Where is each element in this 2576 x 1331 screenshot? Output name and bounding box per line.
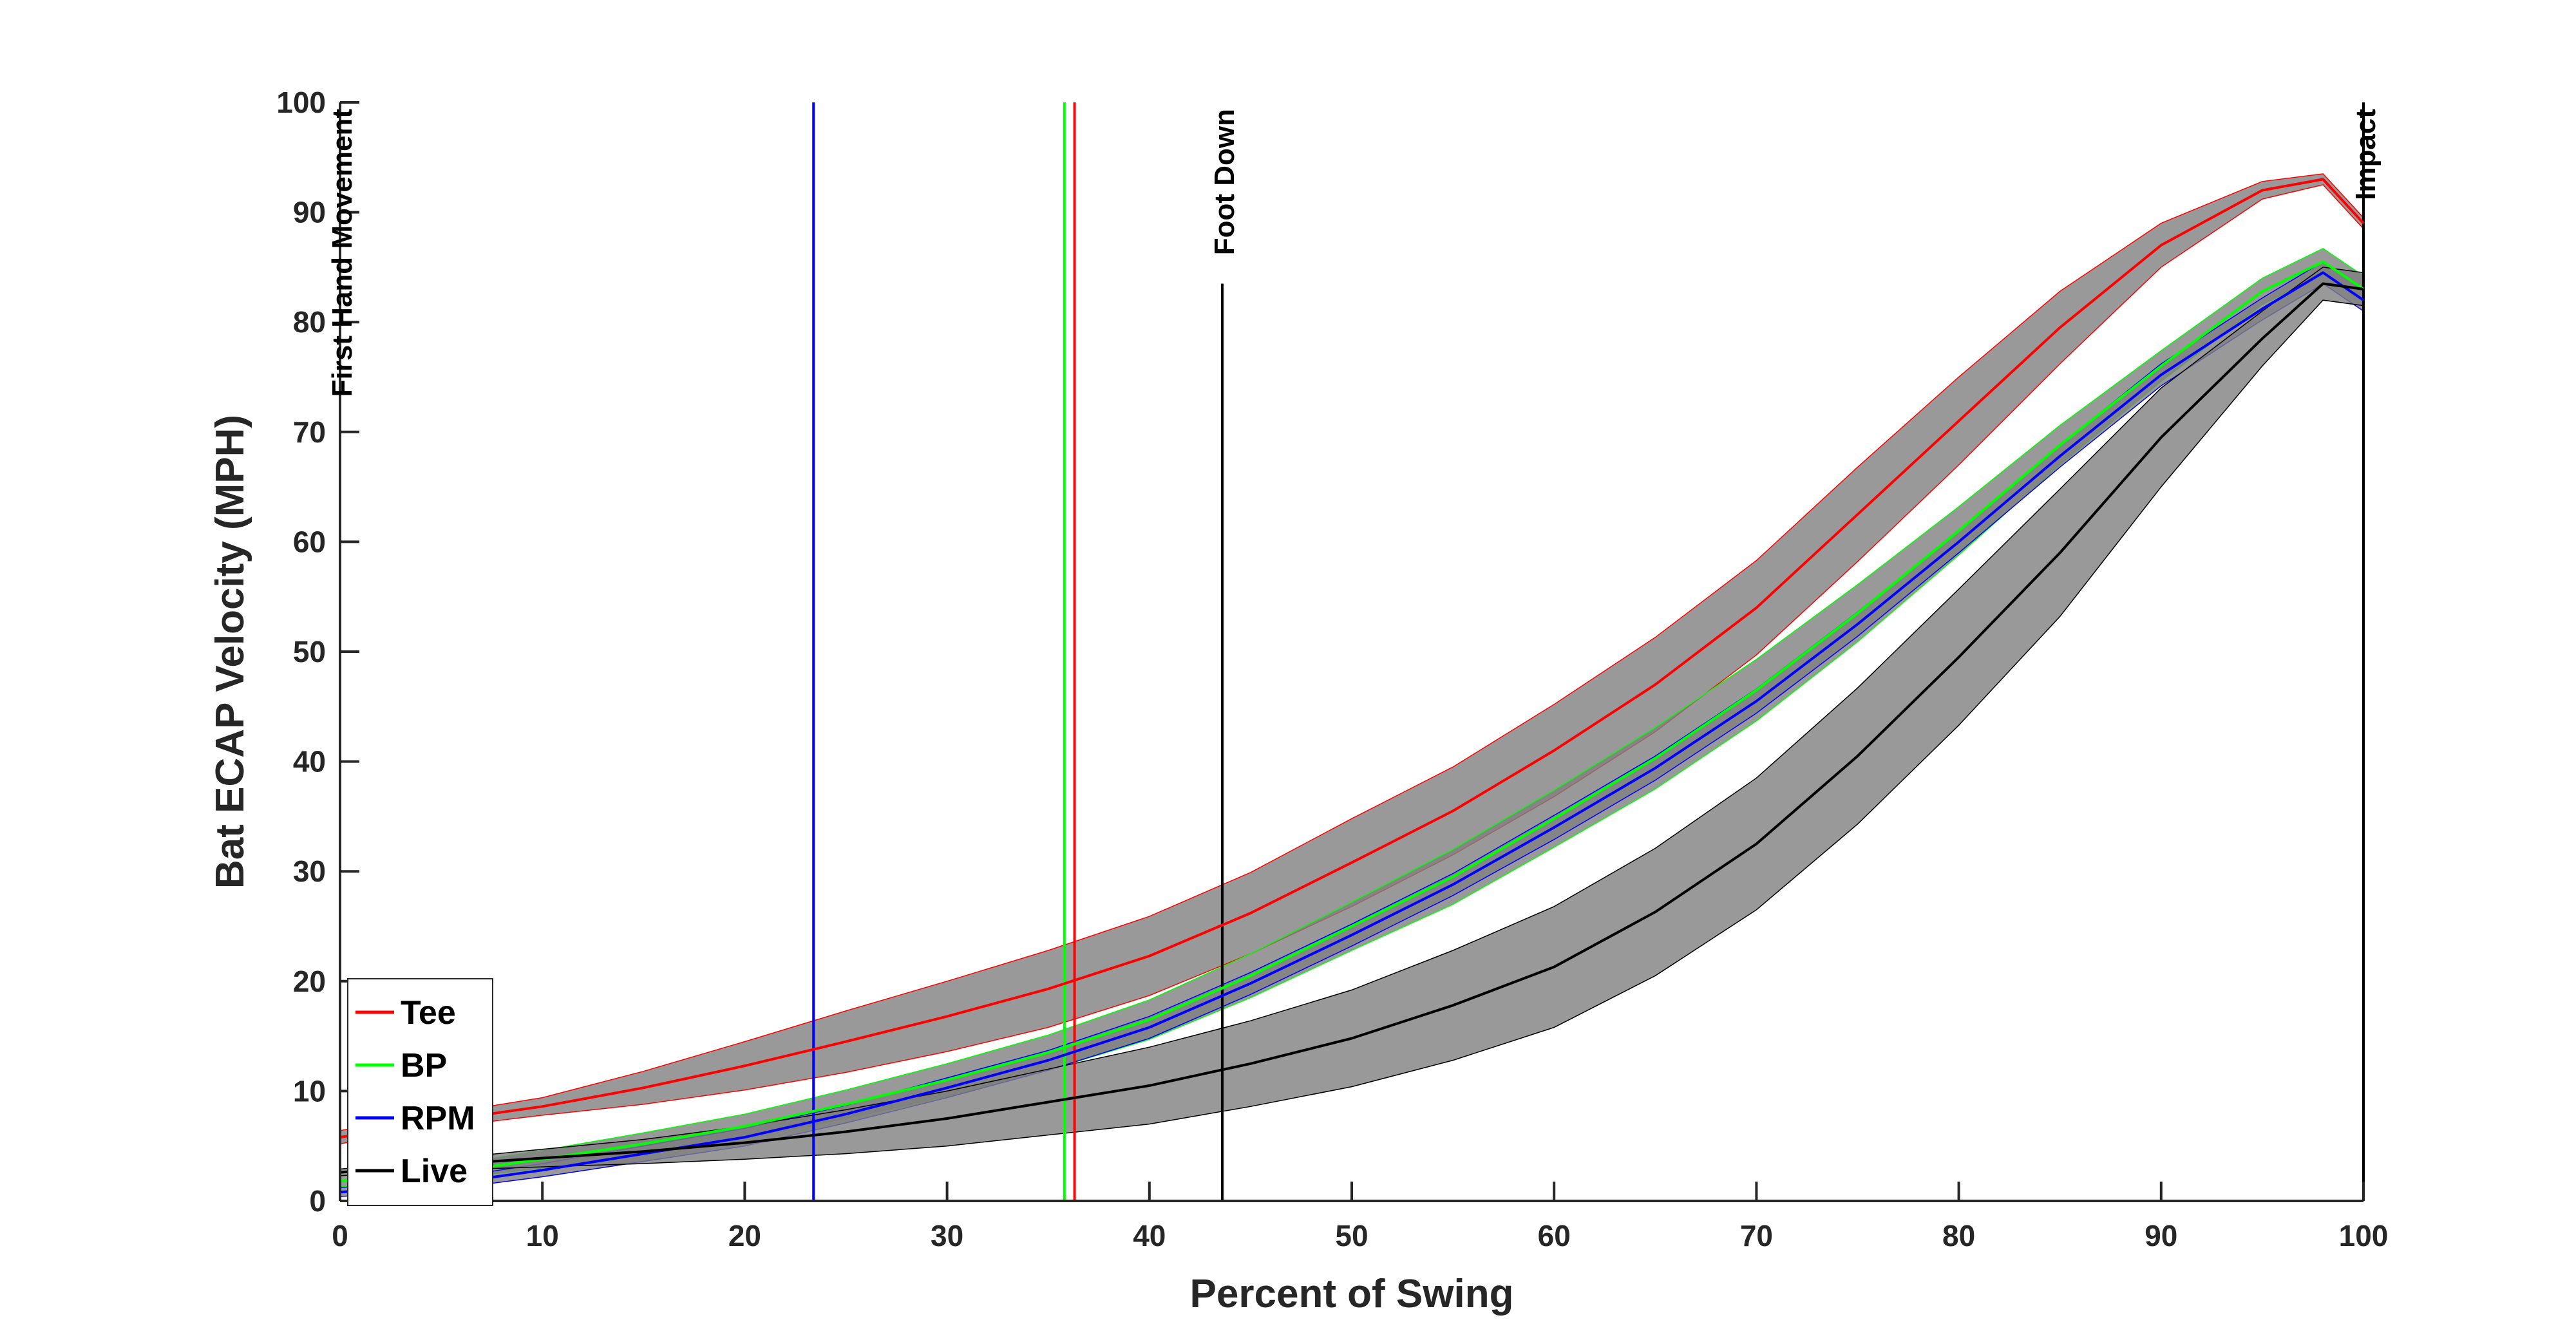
- x-tick-label: 100: [2339, 1219, 2389, 1252]
- x-tick-label: 10: [526, 1219, 559, 1252]
- x-tick-label: 30: [931, 1219, 963, 1252]
- y-tick-label: 0: [309, 1184, 326, 1218]
- event-label-first-hand-movement: First Hand Movement: [327, 109, 358, 397]
- line-rpm: [339, 271, 2365, 1194]
- event-labels: First Hand Movement Foot Down Impact: [327, 109, 2382, 397]
- y-axis-ticks: 0 10 20 30 40 50 60 70 80 90 100: [276, 86, 359, 1218]
- x-tick-label: 80: [1942, 1219, 1975, 1252]
- x-tick-label: 50: [1335, 1219, 1368, 1252]
- x-axis-title: Percent of Swing: [1190, 1272, 1514, 1316]
- legend-box: [347, 978, 493, 1206]
- x-tick-label: 0: [332, 1219, 348, 1252]
- line-bp: [339, 260, 2365, 1183]
- y-tick-label: 80: [293, 305, 326, 339]
- y-tick-label: 40: [293, 745, 326, 779]
- y-tick-label: 90: [293, 196, 326, 229]
- series-lines: [339, 178, 2365, 1194]
- y-tick-label: 30: [293, 854, 326, 888]
- x-tick-label: 60: [1538, 1219, 1571, 1252]
- x-axis-ticks: 0 10 20 30 40 50 60 70 80 90 100: [332, 1182, 2388, 1252]
- y-tick-label: 60: [293, 525, 326, 558]
- legend-label-live: Live: [401, 1153, 468, 1190]
- legend-label-bp: BP: [401, 1047, 447, 1084]
- legend-label-tee: Tee: [401, 994, 456, 1032]
- event-label-foot-down: Foot Down: [1209, 109, 1240, 255]
- legend-label-rpm: RPM: [401, 1100, 475, 1137]
- line-live: [339, 282, 2364, 1174]
- legend: Tee BP RPM Live: [347, 978, 493, 1206]
- event-label-impact: Impact: [2350, 109, 2382, 200]
- y-tick-label: 70: [293, 415, 326, 449]
- x-tick-label: 40: [1133, 1219, 1166, 1252]
- y-axis-title: Bat ECAP Velocity (MPH): [208, 415, 252, 889]
- y-tick-label: 20: [293, 965, 326, 998]
- x-tick-label: 20: [728, 1219, 761, 1252]
- x-tick-label: 70: [1740, 1219, 1773, 1252]
- y-tick-label: 100: [276, 86, 326, 119]
- y-tick-label: 50: [293, 635, 326, 668]
- y-tick-label: 10: [293, 1074, 326, 1108]
- line-tee: [339, 178, 2365, 1139]
- x-tick-label: 90: [2145, 1219, 2177, 1252]
